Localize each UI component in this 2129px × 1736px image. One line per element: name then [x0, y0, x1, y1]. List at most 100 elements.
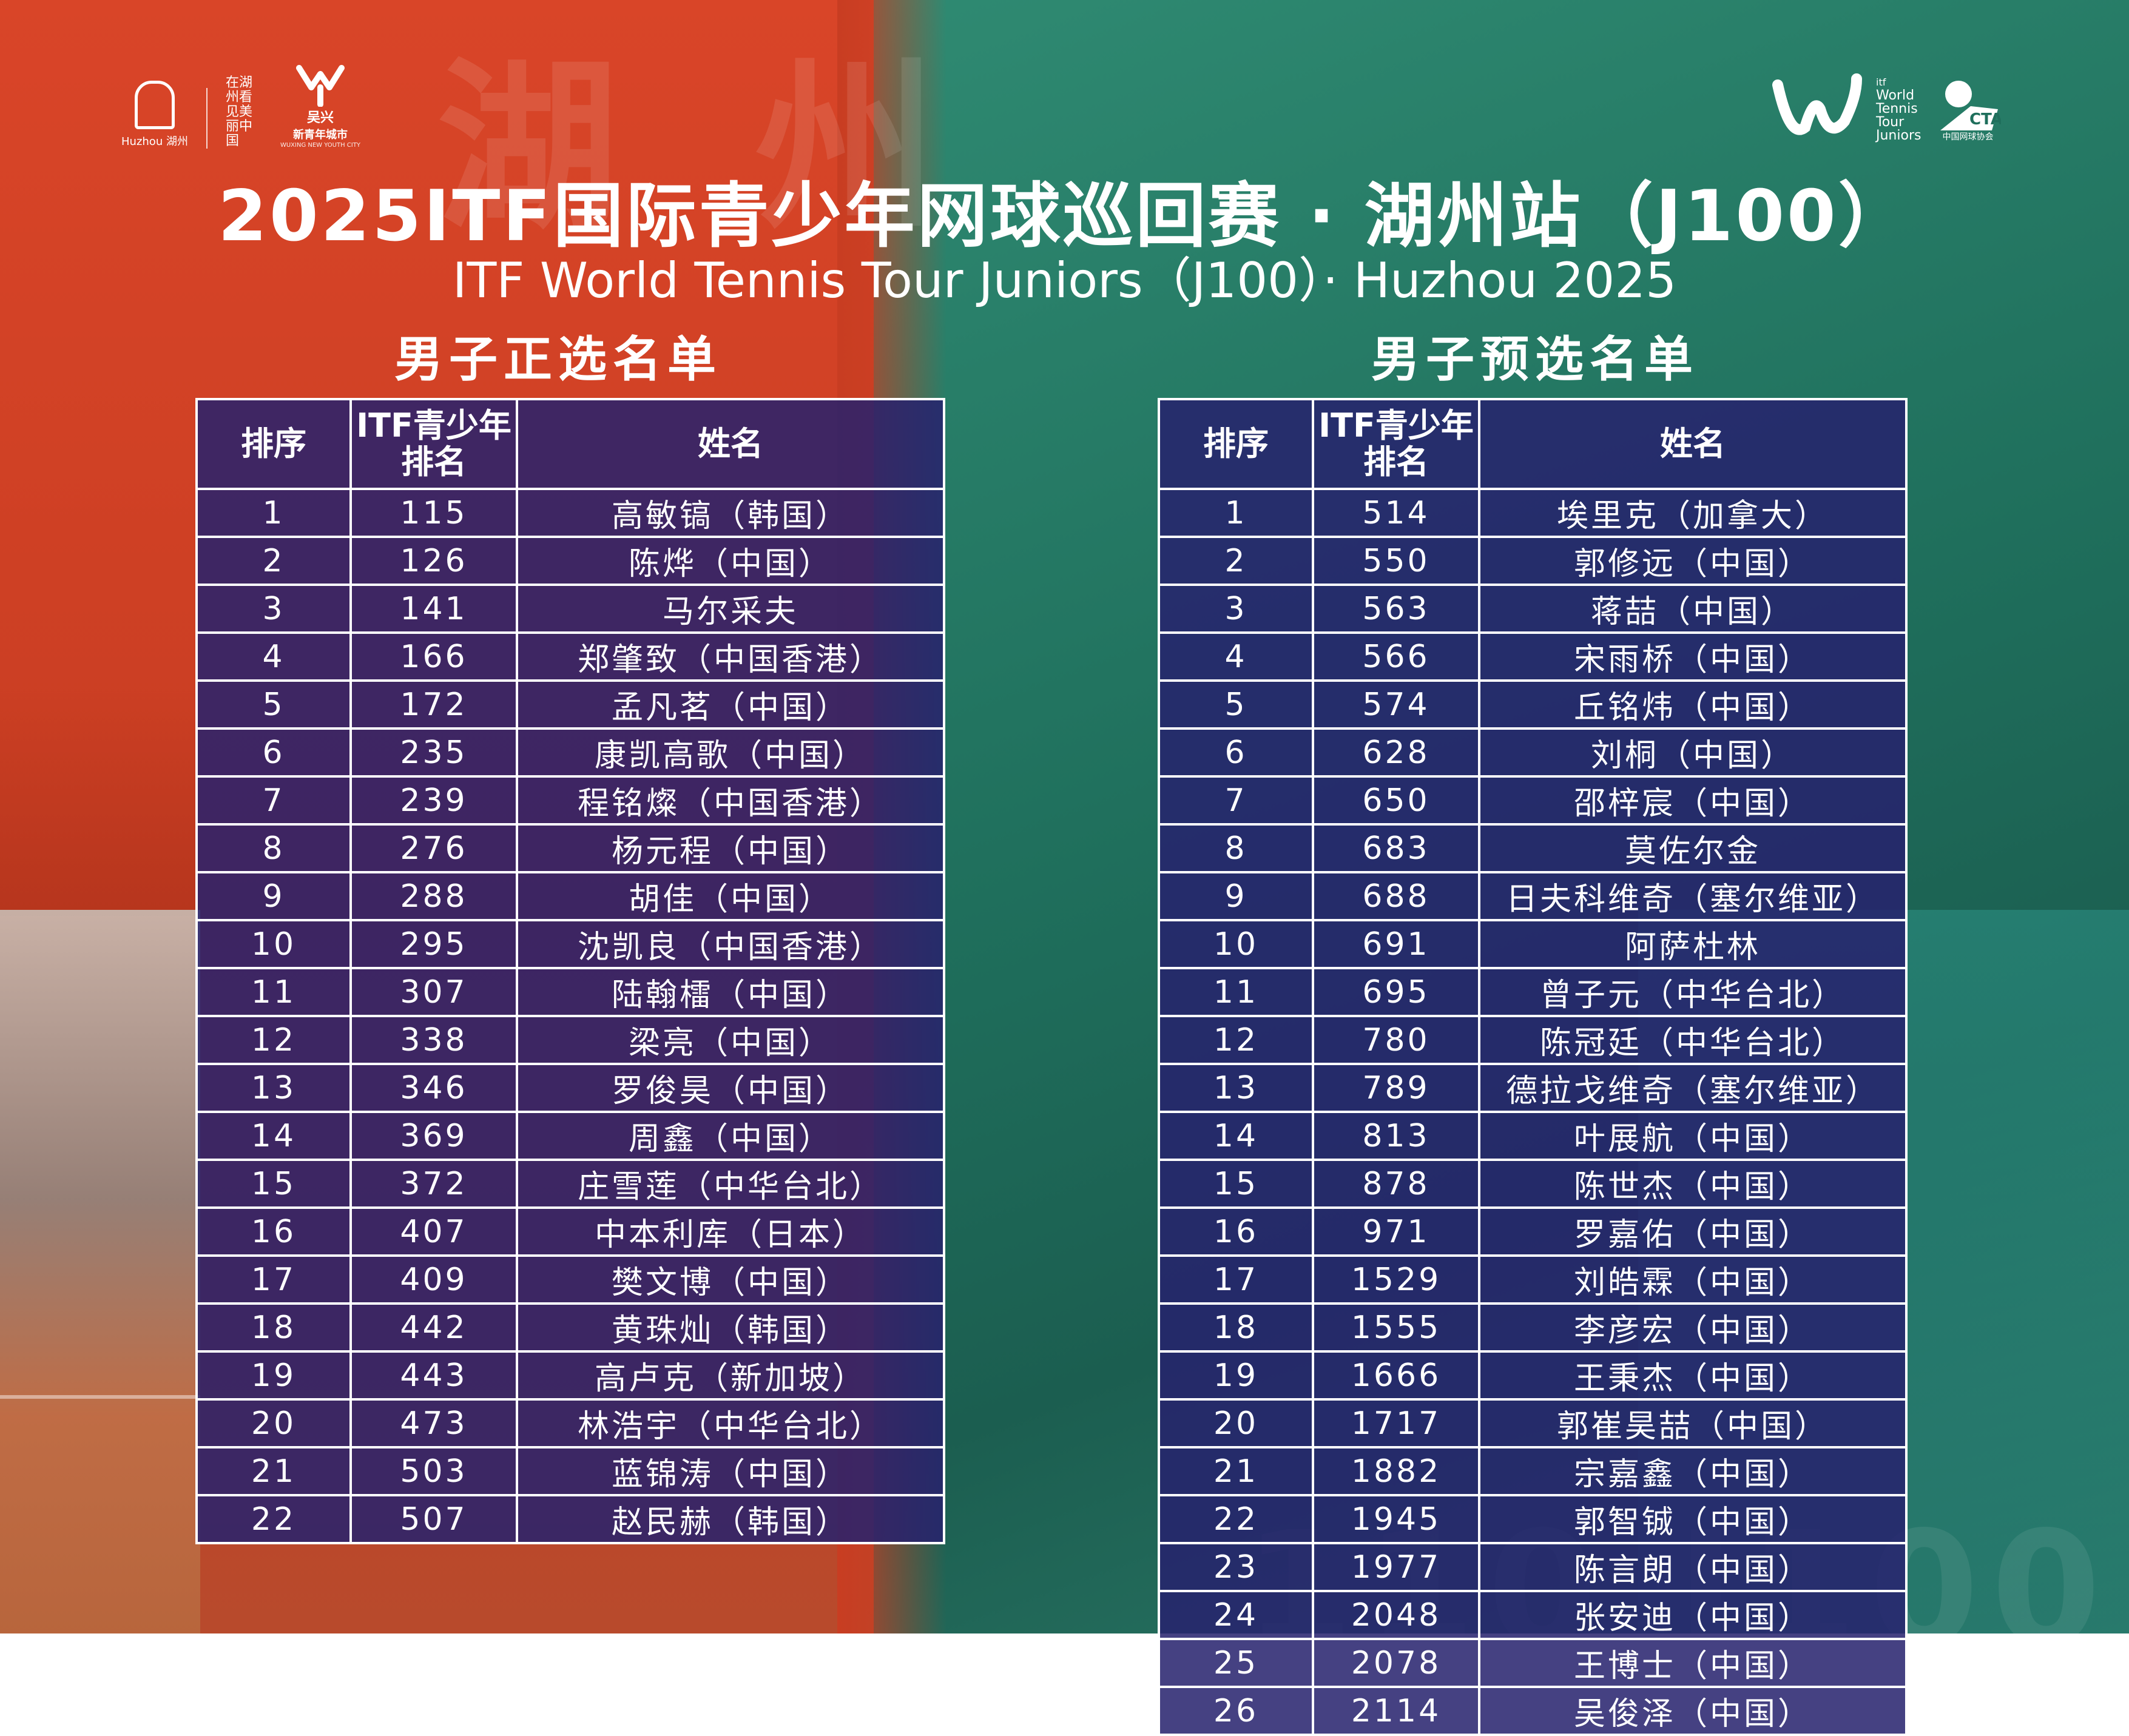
cell-player-name: 郭崔昊喆（中国） [1478, 1398, 1908, 1448]
cell-rank: 2 [1158, 536, 1314, 586]
table-row: 22 507 赵民赫（韩国） [195, 1494, 945, 1544]
cell-player-name: 埃里克（加拿大） [1478, 488, 1908, 538]
cell-player-name: 刘桐（中国） [1478, 727, 1908, 778]
table-row: 16 971 罗嘉佑（中国） [1158, 1206, 1908, 1257]
cell-itf-rank: 1529 [1312, 1254, 1480, 1305]
cell-rank: 20 [1158, 1398, 1314, 1448]
cell-player-name: 日夫科维奇（塞尔维亚） [1478, 871, 1908, 921]
table-row: 3 563 蒋喆（中国） [1158, 584, 1908, 634]
cell-player-name: 沈凯良（中国香港） [516, 919, 945, 969]
table-row: 26 2114 吴俊泽（中国） [1158, 1686, 1908, 1736]
wuxing-en-text: WUXING NEW YOUTH CITY [280, 142, 360, 149]
cell-itf-rank: 566 [1312, 631, 1480, 682]
table-row: 13 789 德拉戈维奇（塞尔维亚） [1158, 1063, 1908, 1113]
cell-rank: 19 [195, 1350, 352, 1401]
cell-rank: 26 [1158, 1686, 1314, 1736]
cell-player-name: 宗嘉鑫（中国） [1478, 1446, 1908, 1496]
cell-rank: 18 [1158, 1302, 1314, 1353]
cell-itf-rank: 166 [349, 631, 518, 682]
cell-rank: 10 [1158, 919, 1314, 969]
cell-rank: 15 [1158, 1159, 1314, 1209]
cell-player-name: 杨元程（中国） [516, 823, 945, 873]
pagoda-icon [134, 81, 175, 129]
table-header-row: 排序 ITF青少年 排名 姓名 [1158, 398, 1908, 490]
cell-player-name: 王秉杰（中国） [1478, 1350, 1908, 1401]
cell-rank: 22 [1158, 1494, 1314, 1544]
cell-rank: 4 [195, 631, 352, 682]
cell-rank: 20 [195, 1398, 352, 1448]
cell-itf-rank: 126 [349, 536, 518, 586]
cell-rank: 3 [1158, 584, 1314, 634]
cell-player-name: 陈冠廷（中华台北） [1478, 1015, 1908, 1065]
header-itf-rank-line1: ITF青少年 [356, 406, 511, 445]
cell-rank: 6 [195, 727, 352, 778]
cell-player-name: 吴俊泽（中国） [1478, 1686, 1908, 1736]
wuxing-sub-text: 新青年城市 [292, 129, 348, 141]
wuxing-logo: 吴兴 新青年城市 WUXING NEW YOUTH CITY [280, 63, 360, 149]
table-row: 16 407 中本利库（日本） [195, 1206, 945, 1257]
wtt-w-icon [1772, 73, 1862, 135]
cell-player-name: 马尔采夫 [516, 584, 945, 634]
table-row: 12 338 梁亮（中国） [195, 1015, 945, 1065]
table-row: 5 574 丘铭炜（中国） [1158, 679, 1908, 730]
cell-rank: 24 [1158, 1590, 1314, 1640]
cell-player-name: 罗嘉佑（中国） [1478, 1206, 1908, 1257]
calligraphy-logo: 在湖州看见美丽中国 [225, 75, 252, 149]
cell-player-name: 赵民赫（韩国） [516, 1494, 945, 1544]
table-row: 5 172 孟凡茗（中国） [195, 679, 945, 730]
table-row: 6 235 康凯高歌（中国） [195, 727, 945, 778]
table-row: 7 239 程铭燦（中国香港） [195, 775, 945, 826]
page-title: 2025ITF国际青少年网球巡回赛 · 湖州站（J100） [218, 175, 1911, 257]
cell-itf-rank: 2114 [1312, 1686, 1480, 1736]
cell-rank: 17 [195, 1254, 352, 1305]
cell-itf-rank: 1717 [1312, 1398, 1480, 1448]
city-silhouette [0, 685, 200, 916]
cell-itf-rank: 688 [1312, 871, 1480, 921]
table-row: 2 550 郭修远（中国） [1158, 536, 1908, 586]
table-row: 10 295 沈凯良（中国香港） [195, 919, 945, 969]
cell-player-name: 罗俊昊（中国） [516, 1063, 945, 1113]
cell-itf-rank: 443 [349, 1350, 518, 1401]
table-row: 22 1945 郭智铖（中国） [1158, 1494, 1908, 1544]
cell-player-name: 高敏镐（韩国） [516, 488, 945, 538]
cell-player-name: 叶展航（中国） [1478, 1111, 1908, 1161]
header-name: 姓名 [1478, 398, 1908, 490]
cell-rank: 13 [1158, 1063, 1314, 1113]
cell-player-name: 胡佳（中国） [516, 871, 945, 921]
cell-player-name: 陆翰檑（中国） [516, 967, 945, 1017]
cell-rank: 1 [195, 488, 352, 538]
cell-rank: 25 [1158, 1638, 1314, 1688]
sponsor-logos-right: itf World Tennis Tour Juniors CTA 中国网球协会 [1772, 73, 2001, 146]
cell-rank: 12 [195, 1015, 352, 1065]
cell-rank: 9 [195, 871, 352, 921]
qualifying-table: 排序 ITF青少年 排名 姓名 1 514 埃里克（加拿大） 2 550 郭修远（中国） 3 5… [1158, 398, 1908, 1736]
header-itf-rank: ITF青少年 排名 [349, 398, 518, 490]
cell-itf-rank: 338 [349, 1015, 518, 1065]
cell-player-name: 张安迪（中国） [1478, 1590, 1908, 1640]
page-subtitle: ITF World Tennis Tour Juniors（J100）· Huz… [452, 252, 1677, 309]
cell-rank: 13 [195, 1063, 352, 1113]
cell-itf-rank: 409 [349, 1254, 518, 1305]
cell-player-name: 康凯高歌（中国） [516, 727, 945, 778]
table-row: 11 695 曾子元（中华台北） [1158, 967, 1908, 1017]
cell-itf-rank: 574 [1312, 679, 1480, 730]
cell-itf-rank: 514 [1312, 488, 1480, 538]
cell-rank: 2 [195, 536, 352, 586]
table-row: 12 780 陈冠廷（中华台北） [1158, 1015, 1908, 1065]
table-row: 3 141 马尔采夫 [195, 584, 945, 634]
table-header-row: 排序 ITF青少年 排名 姓名 [195, 398, 945, 490]
cell-player-name: 李彦宏（中国） [1478, 1302, 1908, 1353]
cell-itf-rank: 1977 [1312, 1542, 1480, 1592]
arena-photo [0, 910, 200, 1633]
cell-itf-rank: 2048 [1312, 1590, 1480, 1640]
table-row: 6 628 刘桐（中国） [1158, 727, 1908, 778]
wtt-line-4: Juniors [1876, 128, 1921, 143]
cell-itf-rank: 276 [349, 823, 518, 873]
cell-rank: 5 [195, 679, 352, 730]
table-row: 19 443 高卢克（新加坡） [195, 1350, 945, 1401]
cell-itf-rank: 780 [1312, 1015, 1480, 1065]
wtt-text: itf World Tennis Tour Juniors [1876, 76, 1921, 143]
cell-player-name: 蒋喆（中国） [1478, 584, 1908, 634]
cell-player-name: 郭修远（中国） [1478, 536, 1908, 586]
cell-rank: 12 [1158, 1015, 1314, 1065]
